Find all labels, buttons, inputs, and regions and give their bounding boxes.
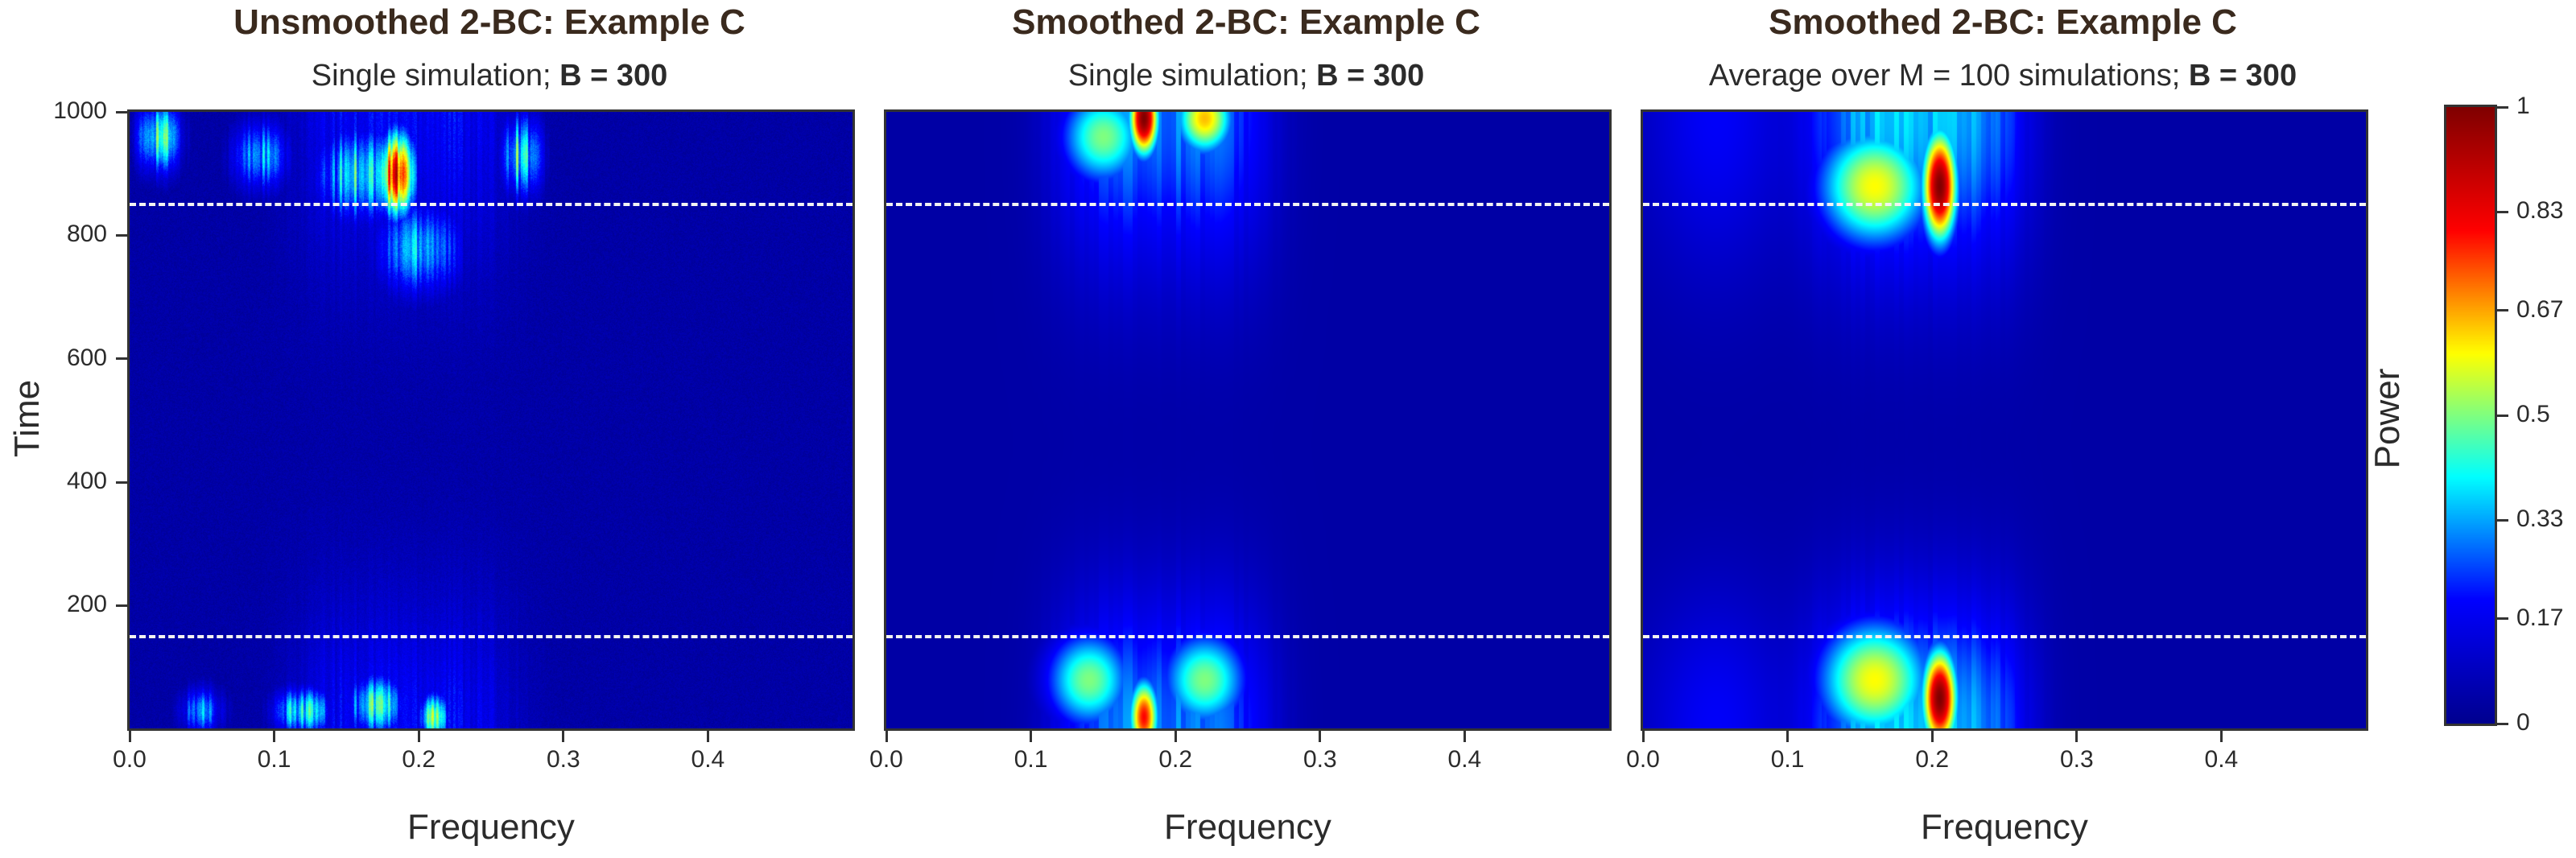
panel-3-x-tick-label: 0.2 — [1915, 746, 1950, 773]
panel-2-frame — [884, 109, 1612, 731]
colorbar-frame — [2444, 105, 2497, 726]
colorbar-tick-mark — [2497, 210, 2508, 213]
panel-3-reference-line-2 — [1643, 203, 2366, 206]
panel-2-x-tick-label: 0.4 — [1447, 746, 1482, 773]
colorbar-tick-label: 0.67 — [2516, 295, 2564, 323]
panel-3-reference-line-1 — [1643, 634, 2366, 638]
panel-1-x-tick-mark — [128, 731, 131, 742]
panel-1-x-tick-label: 0.2 — [402, 746, 436, 773]
colorbar-tick-mark — [2497, 105, 2508, 109]
panel-1-x-tick-label: 0.3 — [546, 746, 580, 773]
panel-1-subtitle-prefix: Single simulation; — [311, 59, 560, 93]
panel-3-xlabel: Frequency — [1921, 807, 2088, 847]
panel-2-x-tick-label: 0.2 — [1158, 746, 1193, 773]
panel-2-title: Smoothed 2-BC: Example C — [1012, 2, 1480, 42]
panel-2-reference-line-1 — [886, 634, 1609, 638]
panel-3-x-tick-mark — [2219, 731, 2223, 742]
panel-2-heatmap — [886, 112, 1609, 728]
panel-2-reference-line-2 — [886, 203, 1609, 206]
colorbar-tick-mark — [2497, 309, 2508, 312]
panel-3-title: Smoothed 2-BC: Example C — [1769, 2, 2237, 42]
panel-3-subtitle-prefix: Average over M = 100 simulations; — [1708, 59, 2189, 93]
panel-1-heatmap — [130, 112, 852, 728]
panel-1-x-tick-mark — [417, 731, 420, 742]
panel-1-y-tick-mark — [116, 604, 127, 607]
colorbar-tick-label: 0.17 — [2516, 604, 2564, 631]
panel-1-x-tick-mark — [706, 731, 709, 742]
colorbar-tick-label: 1 — [2516, 93, 2530, 119]
colorbar-tick-label: 0.83 — [2516, 197, 2564, 225]
panel-2-x-tick-label: 0.1 — [1013, 746, 1048, 773]
panel-1-y-tick-label: 800 — [66, 221, 107, 248]
colorbar-label: Power — [2368, 368, 2407, 469]
panel-3-subtitle: Average over M = 100 simulations; B = 30… — [1641, 56, 2365, 95]
panel-1-x-tick-label: 0.1 — [257, 746, 291, 773]
panel-3-x-tick-label: 0.1 — [1770, 746, 1805, 773]
panel-2-x-tick-label: 0.3 — [1302, 746, 1337, 773]
panel-1-subtitle-bold: B = 300 — [559, 59, 668, 93]
panel-3-x-tick-label: 0.4 — [2204, 746, 2239, 773]
panel-1-frame — [127, 109, 855, 731]
panel-1-reference-line-1 — [130, 634, 852, 638]
panel-3-x-tick-mark — [1930, 731, 1934, 742]
colorbar-tick-label: 0.5 — [2516, 401, 2550, 427]
panel-1-xlabel: Frequency — [407, 807, 575, 847]
panel-1-y-tick-label: 400 — [66, 468, 107, 495]
panel-2-x-tick-mark — [1174, 731, 1177, 742]
panel-1-subtitle: Single simulation; B = 300 — [127, 56, 852, 95]
panel-2-x-tick-mark — [1463, 731, 1466, 742]
panel-3-subtitle-bold: B = 300 — [2188, 59, 2297, 93]
panel-3-x-tick-mark — [1641, 731, 1645, 742]
panel-1-x-tick-mark — [562, 731, 565, 742]
colorbar-tick-label: 0.33 — [2516, 505, 2564, 533]
panel-1-x-tick-label: 0.0 — [113, 746, 147, 773]
panel-2-x-tick-label: 0.0 — [869, 746, 903, 773]
panel-2-x-tick-mark — [885, 731, 888, 742]
panel-1-y-tick-label: 1000 — [53, 97, 107, 124]
panel-3-x-tick-mark — [1786, 731, 1790, 742]
panel-3-x-tick-label: 0.0 — [1626, 746, 1660, 773]
colorbar-gradient — [2446, 107, 2495, 724]
panel-1-reference-line-2 — [130, 203, 852, 206]
colorbar-tick-mark — [2497, 722, 2508, 725]
panel-1-y-tick-mark — [116, 357, 127, 361]
panel-3-frame — [1641, 109, 2368, 731]
panel-1-y-tick-label: 600 — [66, 344, 107, 371]
panel-2-subtitle-prefix: Single simulation; — [1067, 59, 1317, 93]
panel-1-x-tick-label: 0.4 — [691, 746, 725, 773]
panel-3-x-tick-mark — [2075, 731, 2079, 742]
panel-3-heatmap — [1643, 112, 2366, 728]
panel-2-x-tick-mark — [1319, 731, 1322, 742]
panel-2-xlabel: Frequency — [1164, 807, 1331, 847]
panel-1-y-tick-mark — [116, 481, 127, 484]
panel-1-y-tick-mark — [116, 233, 127, 237]
colorbar-tick-label: 0 — [2516, 709, 2530, 736]
colorbar-tick-mark — [2497, 617, 2508, 621]
panel-3-x-tick-label: 0.3 — [2059, 746, 2094, 773]
colorbar-tick-mark — [2497, 518, 2508, 522]
panel-1-y-tick-label: 200 — [66, 591, 107, 618]
colorbar-tick-mark — [2497, 414, 2508, 417]
panel-2-subtitle-bold: B = 300 — [1316, 59, 1425, 93]
panel-2-subtitle: Single simulation; B = 300 — [884, 56, 1608, 95]
panel-1-x-tick-mark — [273, 731, 276, 742]
panel-1-title: Unsmoothed 2-BC: Example C — [233, 2, 745, 42]
panel-1-y-tick-mark — [116, 110, 127, 113]
panel-2-x-tick-mark — [1030, 731, 1033, 742]
